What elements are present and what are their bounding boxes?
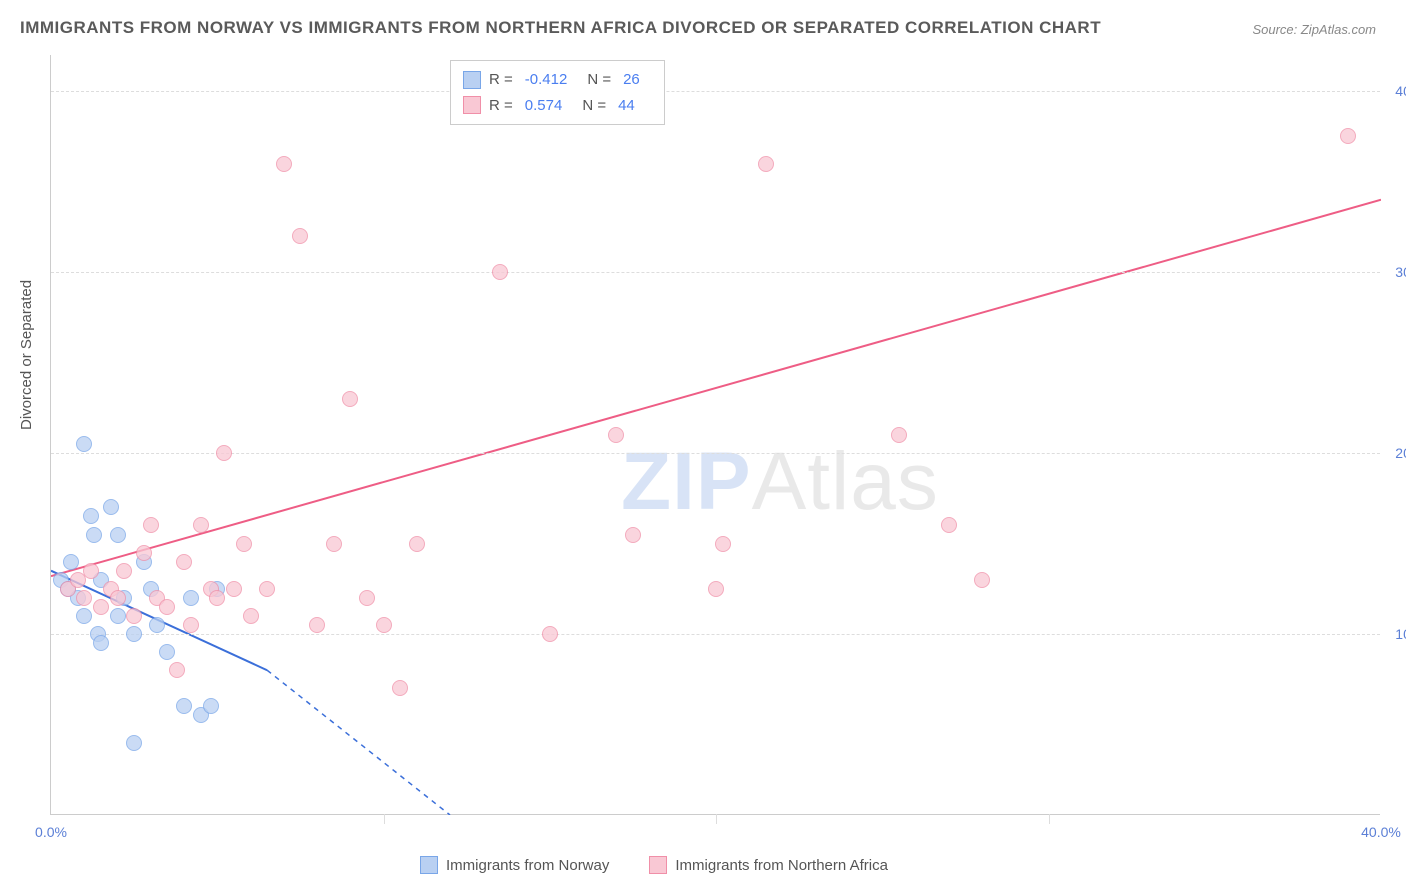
data-point [83,563,99,579]
data-point [216,445,232,461]
legend-n-label: N = [582,93,606,119]
data-point [542,626,558,642]
data-point [292,228,308,244]
gridline-horizontal [51,272,1380,273]
data-point [209,590,225,606]
series-legend: Immigrants from Norway Immigrants from No… [420,856,888,874]
data-point [309,617,325,633]
data-point [126,626,142,642]
trend-line-extrapolation [267,670,450,815]
gridline-horizontal [51,453,1380,454]
legend-r-label: R = [489,67,513,93]
source-attribution: Source: ZipAtlas.com [1252,22,1376,37]
data-point [86,527,102,543]
data-point [126,735,142,751]
data-point [103,499,119,515]
data-point [143,517,159,533]
data-point [193,517,209,533]
gridline-horizontal [51,91,1380,92]
legend-r-label: R = [489,93,513,119]
data-point [974,572,990,588]
data-point [1340,128,1356,144]
data-point [891,427,907,443]
data-point [76,436,92,452]
data-point [392,680,408,696]
legend-n-label: N = [587,67,611,93]
data-point [342,391,358,407]
legend-swatch [420,856,438,874]
data-point [110,590,126,606]
data-point [758,156,774,172]
data-point [93,599,109,615]
y-tick-label: 10.0% [1385,626,1406,642]
series-legend-label: Immigrants from Northern Africa [675,857,888,874]
data-point [708,581,724,597]
legend-n-value: 44 [614,93,647,119]
data-point [116,563,132,579]
data-point [136,545,152,561]
data-point [183,617,199,633]
data-point [93,635,109,651]
data-point [126,608,142,624]
data-point [110,527,126,543]
data-point [203,698,219,714]
data-point [715,536,731,552]
data-point [159,644,175,660]
legend-row: R = -0.412 N = 26 [463,67,652,93]
chart-plot-area: ZIPAtlas 10.0%20.0%30.0%40.0%0.0%40.0% [50,55,1380,815]
legend-n-value: 26 [619,67,652,93]
data-point [409,536,425,552]
data-point [608,427,624,443]
data-point [236,536,252,552]
data-point [226,581,242,597]
legend-r-value: -0.412 [521,67,580,93]
y-tick-label: 20.0% [1385,445,1406,461]
trendlines-layer [51,55,1381,815]
data-point [83,508,99,524]
data-point [110,608,126,624]
legend-swatch [649,856,667,874]
data-point [492,264,508,280]
watermark-part1: ZIP [621,436,752,527]
trend-line [51,200,1381,576]
data-point [76,590,92,606]
x-tick [1049,814,1050,824]
data-point [76,608,92,624]
watermark-part2: Atlas [752,436,939,527]
y-tick-label: 40.0% [1385,83,1406,99]
x-tick [716,814,717,824]
y-tick-label: 30.0% [1385,264,1406,280]
x-tick-label: 0.0% [35,824,67,840]
watermark: ZIPAtlas [621,435,939,529]
data-point [625,527,641,543]
legend-row: R = 0.574 N = 44 [463,93,652,119]
data-point [169,662,185,678]
data-point [176,698,192,714]
data-point [176,554,192,570]
data-point [183,590,199,606]
legend-r-value: 0.574 [521,93,575,119]
x-tick [384,814,385,824]
data-point [941,517,957,533]
data-point [376,617,392,633]
data-point [359,590,375,606]
series-legend-item: Immigrants from Northern Africa [649,856,888,874]
data-point [259,581,275,597]
data-point [326,536,342,552]
y-axis-label: Divorced or Separated [18,280,35,430]
data-point [159,599,175,615]
data-point [243,608,259,624]
data-point [63,554,79,570]
gridline-horizontal [51,634,1380,635]
legend-swatch [463,96,481,114]
data-point [276,156,292,172]
legend-swatch [463,71,481,89]
correlation-legend: R =-0.412N =26R =0.574N =44 [450,60,665,125]
series-legend-label: Immigrants from Norway [446,857,609,874]
chart-title: IMMIGRANTS FROM NORWAY VS IMMIGRANTS FRO… [20,18,1101,38]
series-legend-item: Immigrants from Norway [420,856,609,874]
data-point [149,617,165,633]
x-tick-label: 40.0% [1361,824,1401,840]
